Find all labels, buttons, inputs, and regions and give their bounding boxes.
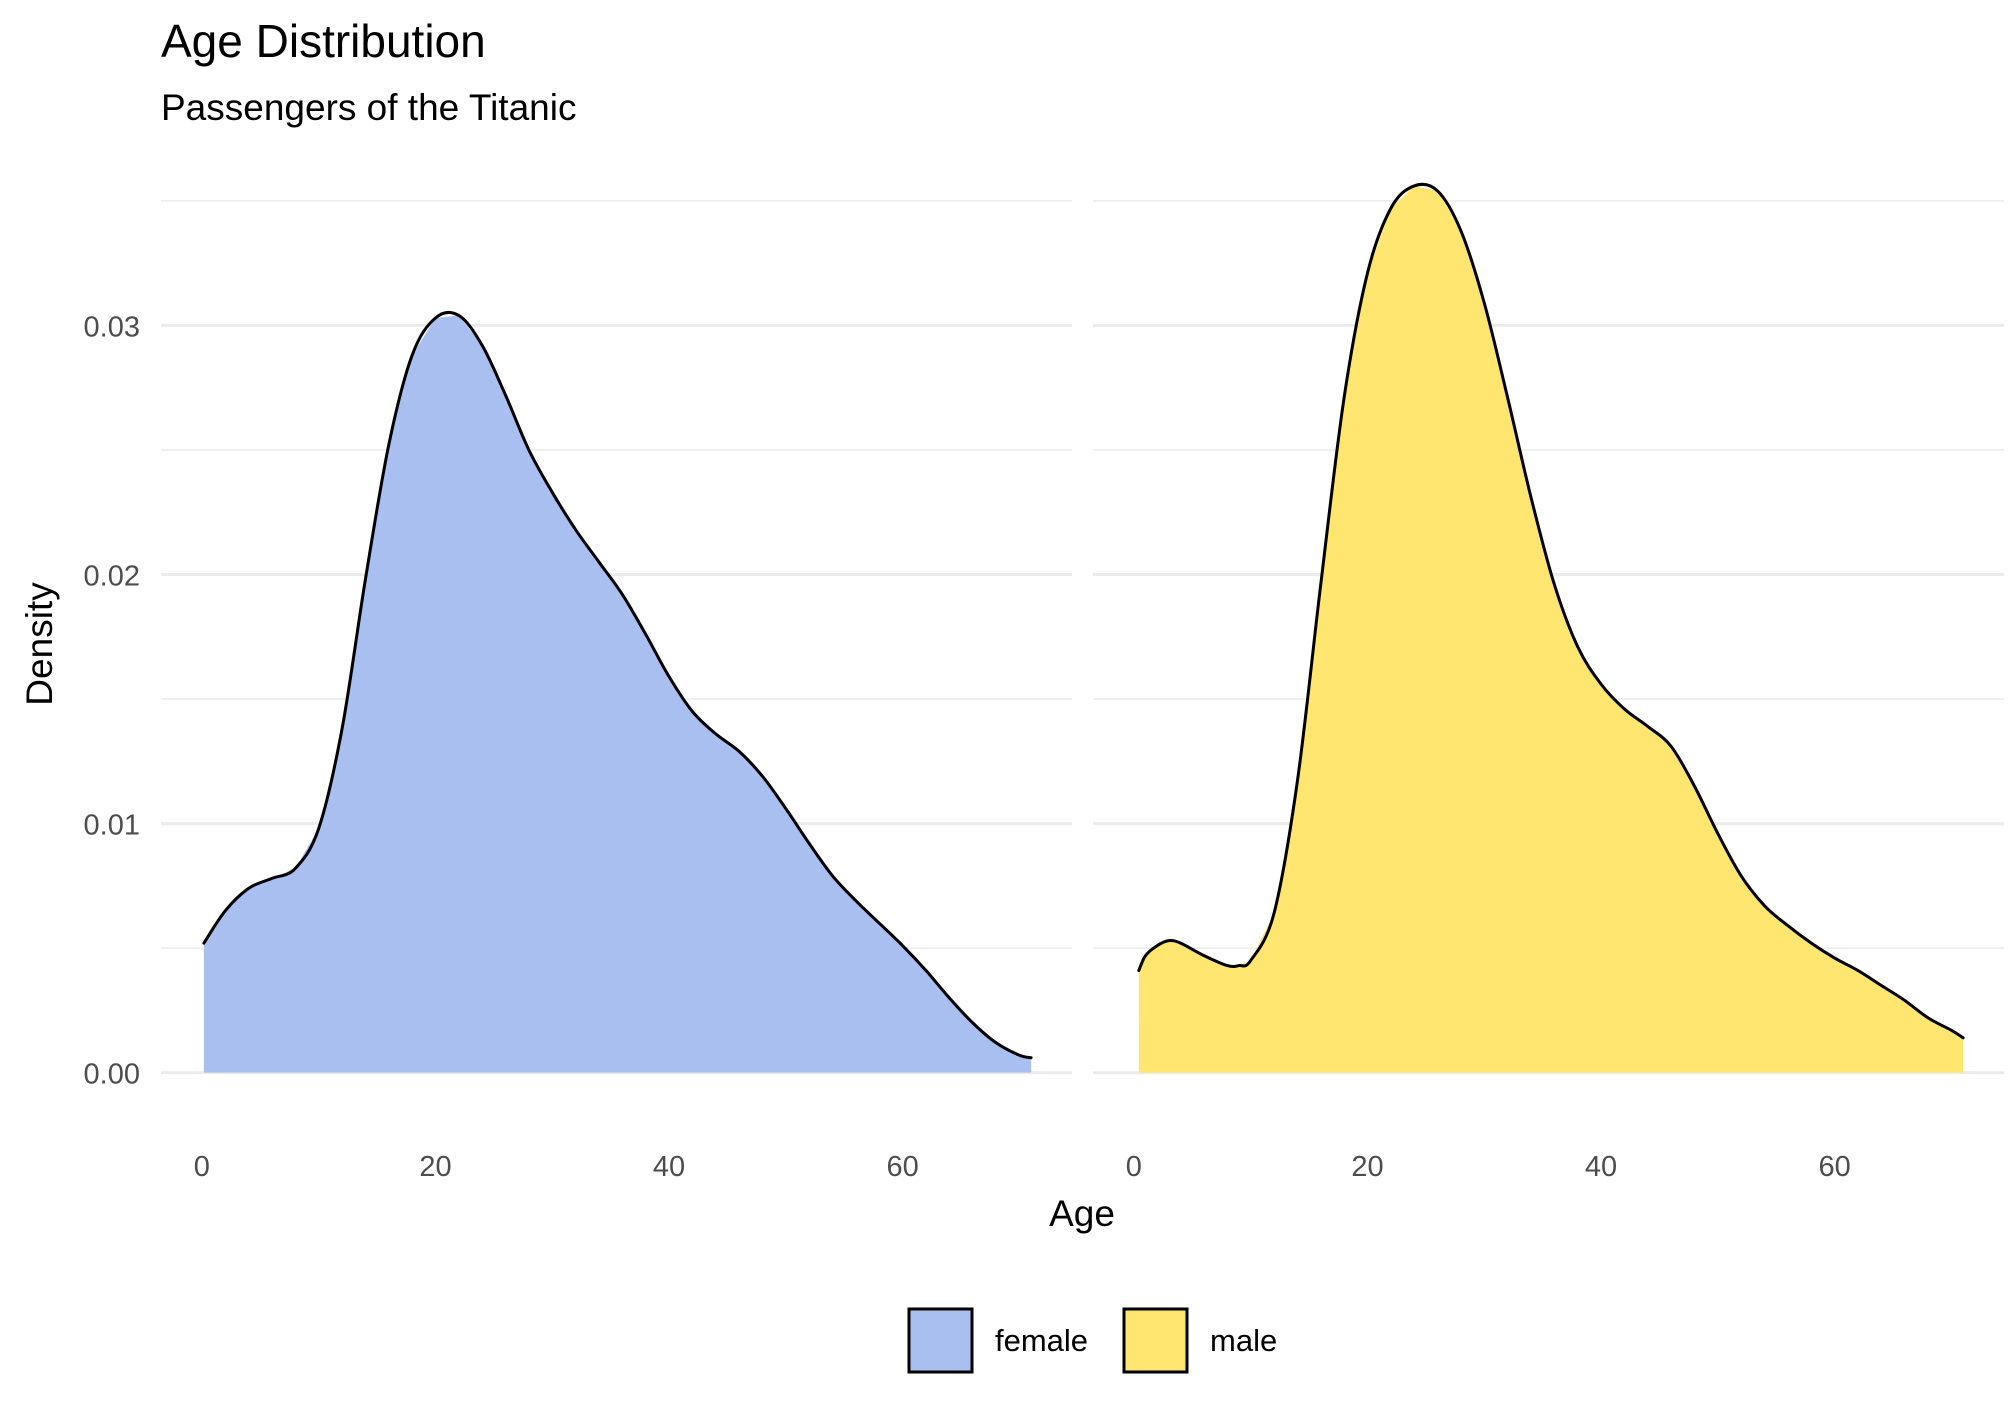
y-tick-label: 0.01 — [84, 810, 140, 842]
chart-subtitle: Passengers of the Titanic — [161, 87, 576, 128]
legend-label: male — [1210, 1323, 1277, 1358]
facet-panel-male: 0 20 40 60 — [1093, 182, 2004, 1183]
x-tick-label: 20 — [1351, 1151, 1383, 1183]
density-area-male — [1138, 185, 1964, 1073]
x-tick-label: 0 — [1126, 1151, 1142, 1183]
x-tick-label: 40 — [1585, 1151, 1617, 1183]
x-tick-label: 40 — [653, 1151, 685, 1183]
x-tick-label: 60 — [1819, 1151, 1851, 1183]
y-axis-title: Density — [19, 582, 60, 706]
x-tick-label: 0 — [194, 1151, 210, 1183]
facet-panel-female: 0 20 40 60 — [161, 200, 1072, 1183]
legend: female male — [907, 1307, 1277, 1374]
legend-item-male: male — [1122, 1307, 1277, 1374]
x-tick-label: 20 — [419, 1151, 451, 1183]
facet-panels: 0 20 40 60 0 20 40 60 — [161, 182, 2004, 1183]
chart-title: Age Distribution — [161, 15, 486, 67]
legend-swatch — [907, 1307, 974, 1374]
y-tick-label: 0.02 — [84, 561, 140, 593]
legend-item-female: female — [907, 1307, 1088, 1374]
legend-label: female — [995, 1323, 1088, 1358]
density-line-female — [202, 310, 1033, 1060]
legend-swatch — [1122, 1307, 1189, 1374]
y-axis-tick-labels: 0.00 0.01 0.02 0.03 — [84, 311, 140, 1090]
density-area-female — [203, 315, 1032, 1073]
density-line-male — [1137, 182, 1965, 1040]
x-tick-label: 60 — [887, 1151, 919, 1183]
y-tick-label: 0.03 — [84, 311, 140, 343]
y-tick-label: 0.00 — [84, 1059, 140, 1091]
x-axis-title: Age — [1049, 1193, 1115, 1234]
